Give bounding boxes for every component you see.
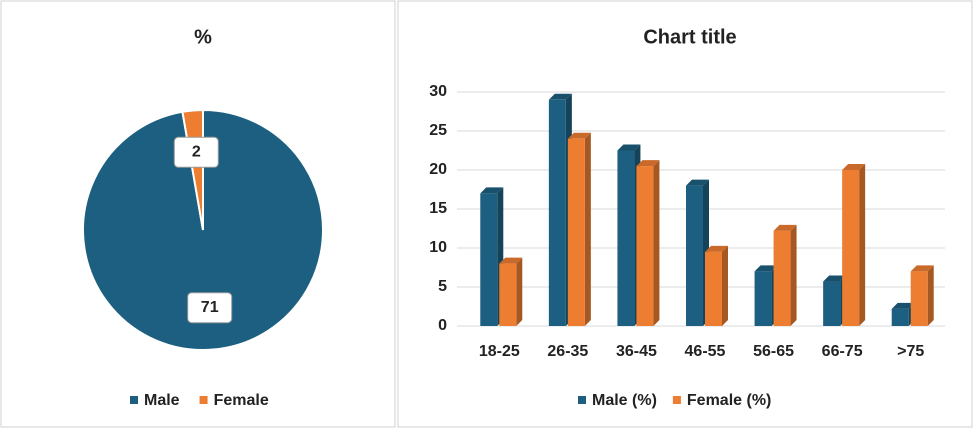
y-tick-label: 10 <box>429 239 447 256</box>
bar-side <box>584 132 591 326</box>
data-label: 2 <box>192 144 201 161</box>
x-tick-label: 36-45 <box>616 343 657 360</box>
bar <box>686 185 703 326</box>
y-tick-label: 20 <box>429 161 447 178</box>
bar-top <box>686 179 709 186</box>
data-label-box <box>173 136 219 168</box>
x-tick-label: 26-35 <box>547 343 588 360</box>
bar <box>567 138 585 326</box>
bar-top <box>910 265 934 272</box>
bar <box>480 193 498 326</box>
legend-label: Male (%) <box>592 392 657 409</box>
bar <box>548 99 566 326</box>
bar-side <box>653 160 660 326</box>
legend-label: Female (%) <box>687 392 771 409</box>
bar-top <box>636 160 660 167</box>
x-tick-label: 46-55 <box>685 343 726 360</box>
legend-swatch <box>672 396 681 404</box>
y-tick-label: 30 <box>429 83 447 100</box>
legend-label: Male <box>144 392 180 409</box>
legend-label: Female <box>214 392 269 409</box>
bar-title: Chart title <box>643 26 736 48</box>
legend-swatch <box>130 396 138 404</box>
bar <box>910 271 928 326</box>
bar <box>636 166 654 326</box>
x-tick-label: >75 <box>897 343 924 360</box>
y-tick-label: 15 <box>429 200 447 217</box>
bar-top <box>891 302 915 309</box>
bar-top <box>480 187 504 194</box>
bar <box>842 170 860 326</box>
bar <box>891 308 909 326</box>
legend-swatch <box>199 396 208 404</box>
bar-top <box>617 144 641 151</box>
bar <box>499 263 517 326</box>
y-tick-label: 25 <box>429 122 447 139</box>
data-label: 71 <box>201 299 219 316</box>
bar <box>617 150 635 326</box>
bar-top <box>823 275 847 282</box>
y-tick-label: 5 <box>438 278 447 295</box>
bar-top <box>773 224 797 231</box>
legend-swatch <box>578 396 586 404</box>
bar-top <box>548 93 572 100</box>
pie-title: % <box>194 26 212 48</box>
bar-side <box>859 164 866 326</box>
bar-top <box>567 132 591 139</box>
bar-top <box>499 257 523 264</box>
bar-top <box>754 265 778 272</box>
data-label-box <box>187 292 233 324</box>
bar-top <box>705 245 728 252</box>
y-tick-label: 0 <box>438 317 447 334</box>
bar <box>705 251 722 326</box>
bar-side <box>516 257 523 326</box>
bar-side <box>722 245 728 326</box>
bar <box>773 230 791 326</box>
x-tick-label: 56-65 <box>753 343 794 360</box>
bar-top <box>842 164 866 170</box>
bar <box>823 281 841 326</box>
bar-side <box>790 224 797 326</box>
bar <box>754 271 772 326</box>
x-tick-label: 66-75 <box>822 343 863 360</box>
bar-side <box>927 265 934 326</box>
x-tick-label: 18-25 <box>479 343 520 360</box>
